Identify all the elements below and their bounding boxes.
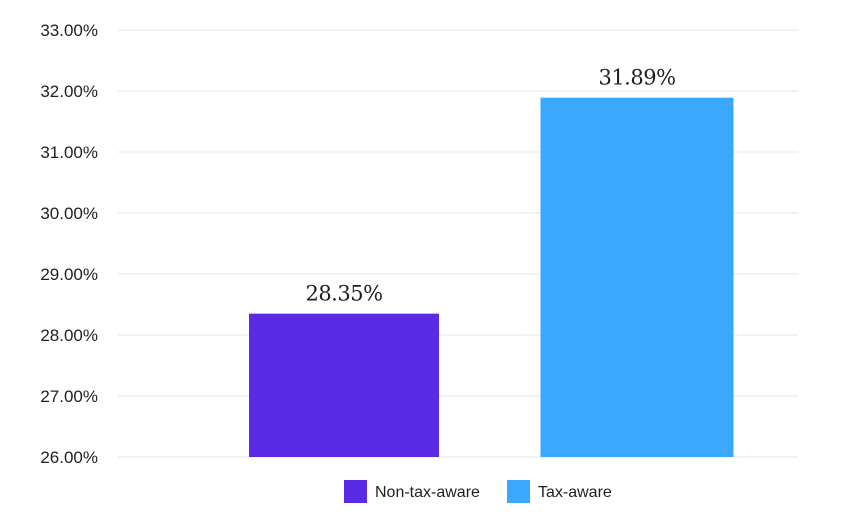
y-tick-label: 32.00% [40,82,98,101]
legend-label: Non-tax-aware [375,484,480,501]
legend: Non-tax-aware Tax-aware [344,480,612,503]
grid-lines [118,29,798,458]
data-label: 31.89% [598,66,675,90]
y-tick-label: 29.00% [40,265,98,284]
y-tick-label: 30.00% [40,204,98,223]
data-labels: 28.35% 31.89% [305,66,676,306]
y-tick-label: 26.00% [40,448,98,467]
legend-swatch [344,480,367,503]
y-axis-ticks: 26.00% 27.00% 28.00% 29.00% 30.00% 31.00% 32.0… [40,21,98,467]
y-tick-label: 28.00% [40,326,98,345]
bars [249,97,734,458]
legend-swatch [507,480,530,503]
y-tick-label: 31.00% [40,143,98,162]
data-label: 28.35% [305,282,382,306]
bar-non-tax-aware [249,313,439,457]
bar-tax-aware [540,97,734,458]
y-tick-label: 33.00% [40,21,98,40]
legend-label: Tax-aware [538,484,612,501]
y-tick-label: 27.00% [40,387,98,406]
